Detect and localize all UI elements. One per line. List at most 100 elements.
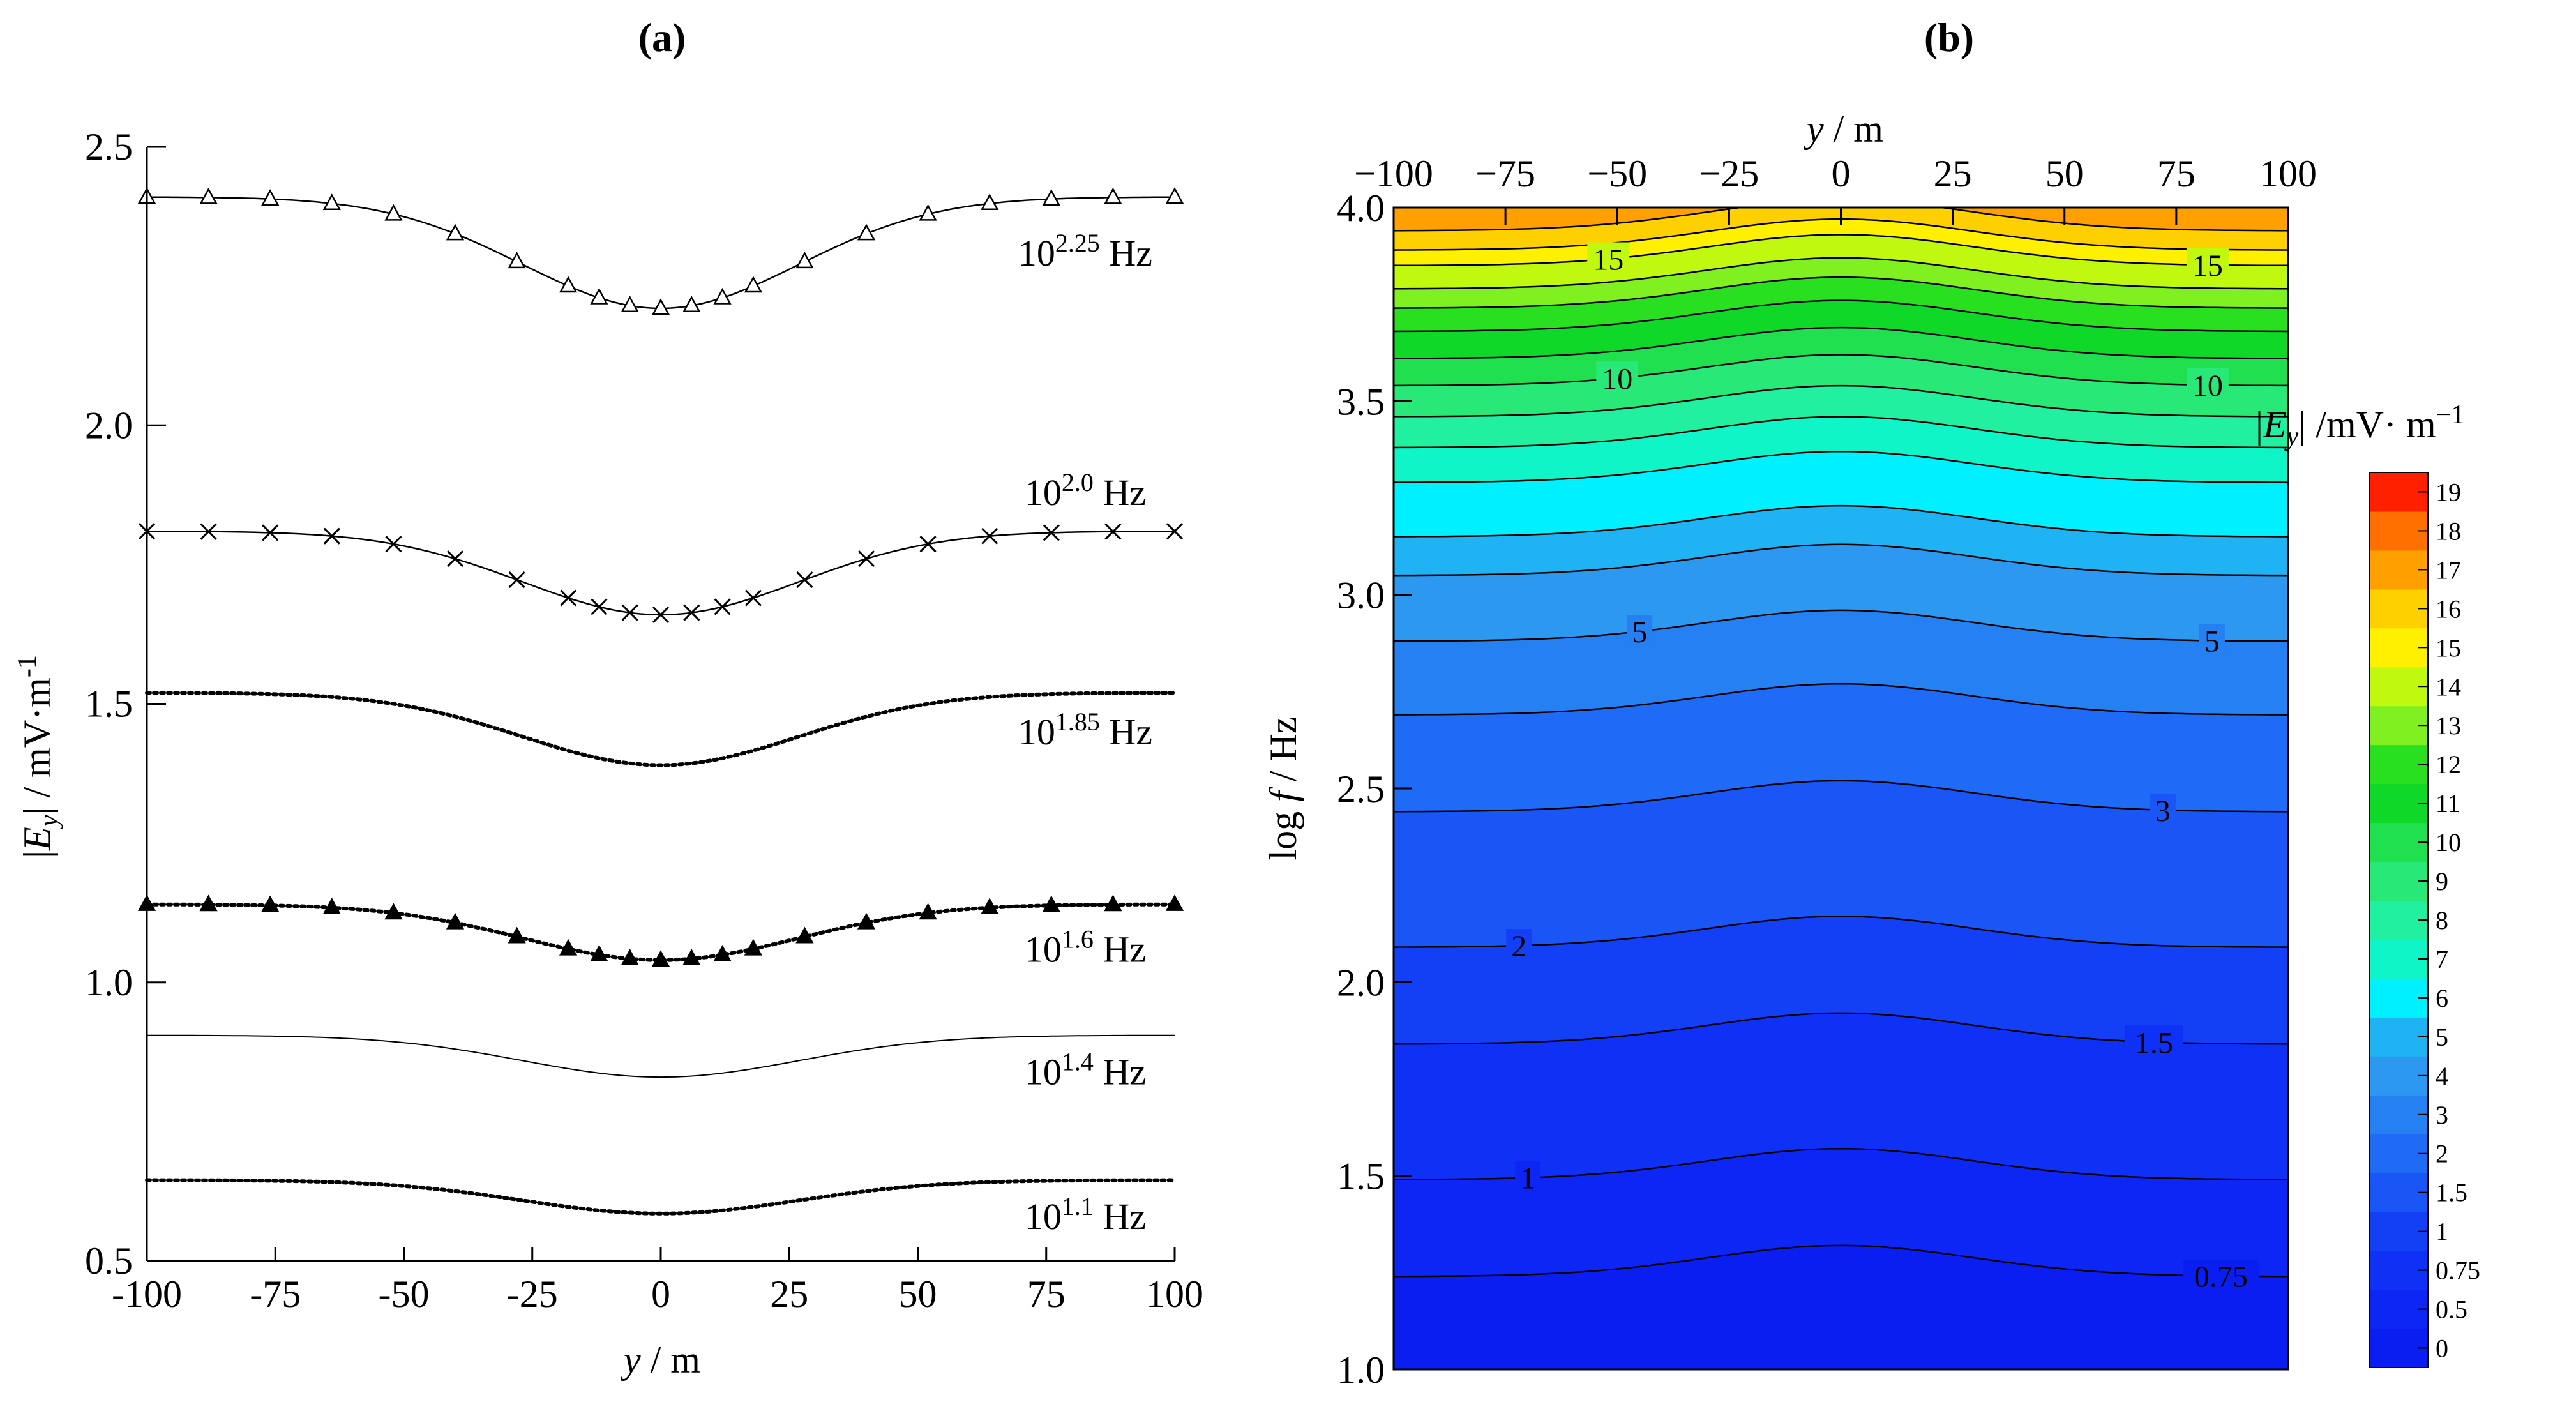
- colorbar-level-label: 0.75: [2436, 1256, 2480, 1285]
- colorbar-level-label: 18: [2436, 516, 2461, 545]
- contour-line: [1394, 1244, 2288, 1278]
- marker-x-stroke: [385, 536, 402, 553]
- marker-filled-triangle: [919, 903, 937, 920]
- marker-open-triangle: [322, 193, 341, 211]
- marker-x: [508, 571, 525, 589]
- marker-x: [621, 604, 638, 621]
- series-label-1.4: 101.4 Hz: [1025, 1047, 1146, 1092]
- colorbar-level-label: 13: [2436, 711, 2461, 740]
- marker-open-triangle: [744, 276, 763, 293]
- marker-filled-triangle: [590, 944, 608, 961]
- colorbar-level-label: 14: [2436, 672, 2461, 701]
- marker-x: [919, 536, 937, 553]
- marker-x-stroke: [744, 589, 762, 607]
- panel-b-x-tick-label: 50: [2045, 153, 2084, 195]
- marker-open-triangle: [1104, 187, 1122, 204]
- marker-filled-triangle: [384, 903, 403, 920]
- marker-x: [714, 598, 731, 615]
- series-line-1.4: [147, 1034, 1175, 1078]
- marker-x-stroke: [683, 604, 700, 621]
- panel-a-x-tick-label: -50: [379, 1273, 430, 1315]
- marker-x-stroke: [621, 604, 638, 621]
- panel-b-x-tick-label: −100: [1354, 153, 1433, 195]
- colorbar-level-label: 4: [2436, 1062, 2448, 1090]
- marker-open-triangle: [795, 252, 814, 269]
- contour-label: 15: [2192, 249, 2223, 283]
- panel-a-y-tick-label: 2.0: [85, 404, 133, 446]
- marker-x: [200, 523, 217, 540]
- panel-b-x-tick-label: −50: [1587, 153, 1647, 195]
- marker-x-stroke: [796, 571, 813, 589]
- marker-filled-triangle: [508, 926, 526, 944]
- marker-open-triangle: [590, 287, 608, 305]
- contour-label-bg: [2199, 624, 2225, 655]
- marker-x: [560, 589, 577, 607]
- panel-a-x-tick-label: -100: [112, 1273, 182, 1315]
- panel-b-x-tick-label: −75: [1475, 153, 1535, 195]
- panel-b-x-tick-label: 75: [2157, 153, 2196, 195]
- panel-a-x-tick-label: 0: [651, 1273, 670, 1315]
- colorbar-level-label: 1.5: [2436, 1179, 2467, 1207]
- contour-label: 2: [1511, 930, 1526, 963]
- contour-line: [1394, 276, 2288, 309]
- marker-x: [1166, 523, 1184, 540]
- marker-x-stroke: [508, 571, 525, 589]
- panel-b-y-tick-label: 2.0: [1337, 961, 1385, 1004]
- marker-filled-triangle: [1165, 894, 1184, 911]
- panel-a-x-tick-label: -25: [507, 1273, 558, 1315]
- contour-label: 10: [2192, 369, 2223, 403]
- contour-label: 1.5: [2135, 1026, 2173, 1060]
- marker-x: [744, 589, 762, 607]
- contour-line: [1394, 299, 2288, 333]
- marker-open-triangle: [446, 223, 465, 241]
- series-label-1.6: 101.6 Hz: [1025, 924, 1146, 970]
- contour-label-bg: [1627, 615, 1653, 646]
- marker-filled-triangle: [981, 898, 999, 914]
- marker-x-stroke: [200, 523, 217, 540]
- series-label-1.1: 101.1 Hz: [1025, 1192, 1146, 1237]
- colorbar-level-label: 5: [2436, 1023, 2448, 1052]
- panel-a-label: (a): [638, 15, 686, 60]
- marker-x-stroke: [714, 598, 731, 615]
- marker-x: [323, 527, 340, 545]
- marker-x: [1104, 523, 1122, 540]
- series-line-1.85: [145, 691, 1177, 767]
- marker-open-triangle: [261, 189, 280, 206]
- colorbar-level-label: 3: [2436, 1101, 2448, 1129]
- colorbar-level-label: 0.5: [2436, 1295, 2467, 1324]
- contour-line: [1394, 450, 2288, 483]
- contour-line: [1394, 609, 2288, 642]
- marker-open-triangle: [559, 276, 578, 293]
- colorbar-level-label: 16: [2436, 594, 2461, 623]
- marker-open-triangle: [713, 287, 732, 305]
- contour-line: [1394, 504, 2288, 538]
- contour-label: 3: [2155, 794, 2171, 828]
- contour-label: 15: [1593, 243, 1623, 277]
- contour-label: 10: [1602, 362, 1632, 396]
- colorbar-level-label: 17: [2436, 555, 2461, 584]
- marker-filled-triangle: [621, 949, 639, 965]
- marker-x-stroke: [919, 536, 937, 553]
- marker-open-triangle: [508, 252, 526, 269]
- marker-open-triangle: [1165, 187, 1184, 204]
- contour-label-bg: [1506, 929, 1532, 960]
- panel-b-y-tick-label: 1.5: [1337, 1156, 1385, 1198]
- contour-line: [1394, 682, 2288, 716]
- contour-label: 5: [2204, 624, 2220, 658]
- panel-b-x-tick-label: 100: [2259, 153, 2317, 195]
- panel-a-x-tick-label: 50: [899, 1273, 937, 1315]
- marker-x-stroke: [323, 527, 340, 545]
- panel-a-x-tick-label: 25: [770, 1273, 808, 1315]
- marker-open-triangle: [919, 204, 937, 221]
- contour-label: 5: [1632, 615, 1647, 649]
- contour-label-bg: [2124, 1025, 2183, 1057]
- contour-line: [1394, 326, 2288, 359]
- panel-a-y-tick-label: 1.0: [85, 961, 133, 1004]
- contour-line: [1394, 384, 2288, 418]
- panel-a-x-tick-label: 75: [1027, 1273, 1066, 1315]
- marker-open-triangle: [651, 298, 670, 315]
- colorbar-level-label: 7: [2436, 945, 2448, 974]
- marker-x: [262, 524, 279, 541]
- marker-x: [1043, 524, 1060, 541]
